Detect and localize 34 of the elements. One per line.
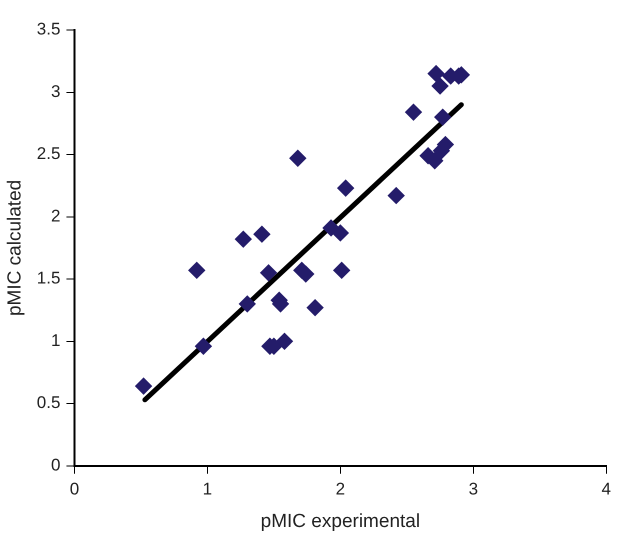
- x-tick-label: 4: [602, 480, 612, 499]
- x-tick-label: 0: [70, 480, 80, 499]
- point: [388, 187, 405, 204]
- point: [135, 378, 152, 395]
- y-tick-label: 3.5: [36, 20, 60, 39]
- point: [434, 108, 452, 126]
- x-tick-label: 3: [468, 480, 478, 499]
- point: [404, 104, 422, 121]
- y-tick-label: 1: [50, 330, 60, 350]
- point: [253, 226, 270, 243]
- point: [297, 266, 314, 283]
- point: [306, 299, 324, 316]
- y-tick-label: 0.5: [36, 393, 60, 412]
- point: [188, 262, 206, 279]
- y-tick-label: 2.5: [36, 144, 60, 164]
- x-axis-title: pMIC experimental: [260, 510, 420, 532]
- point: [234, 230, 252, 248]
- point: [337, 180, 354, 197]
- point: [260, 264, 278, 282]
- point: [194, 338, 212, 355]
- x-tick-label: 2: [336, 480, 346, 499]
- point: [276, 332, 294, 350]
- point: [428, 65, 445, 82]
- point: [333, 262, 350, 279]
- x-tick-label: 1: [202, 480, 212, 499]
- point: [432, 78, 449, 95]
- y-tick-label: 1.5: [36, 268, 60, 288]
- point: [238, 295, 256, 312]
- y-tick-label: 0: [50, 455, 60, 474]
- y-tick-label: 2: [50, 206, 60, 226]
- y-axis-title: pMIC calculated: [4, 180, 26, 316]
- point: [332, 224, 349, 242]
- point: [289, 150, 306, 167]
- y-tick-label: 3: [50, 82, 60, 101]
